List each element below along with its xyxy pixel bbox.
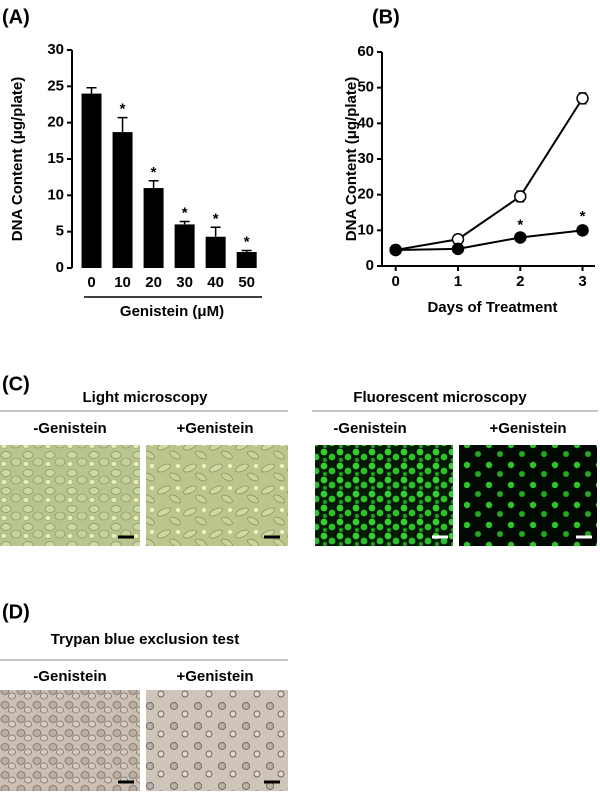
x-tick-label: 2	[516, 273, 524, 290]
data-point	[451, 242, 465, 256]
data-point	[514, 190, 527, 203]
micrograph	[0, 690, 140, 791]
x-tick-label: 50	[238, 274, 255, 291]
error-bar	[210, 226, 221, 237]
data-point	[389, 243, 402, 257]
x-tick-label: 0	[87, 274, 95, 291]
significance-marker: *	[151, 164, 157, 181]
y-tick-label: 40	[357, 114, 374, 131]
significance-marker: *	[182, 204, 188, 221]
y-tick-label: 25	[47, 77, 64, 94]
error-bar	[86, 87, 97, 94]
y-tick-label: 30	[357, 150, 374, 167]
bar	[236, 252, 257, 268]
image-label: +Genistein	[176, 420, 253, 437]
y-tick-label: 30	[47, 41, 64, 58]
micrograph	[315, 445, 453, 546]
y-axis-label: DNA Content (μg/plate)	[343, 77, 360, 241]
image-label: +Genistein	[489, 420, 566, 437]
bar	[112, 132, 133, 268]
bar	[81, 93, 102, 268]
y-tick-label: 5	[56, 223, 64, 240]
y-tick-label: 10	[47, 186, 64, 203]
error-bar	[241, 249, 252, 253]
micrograph	[146, 690, 288, 791]
significance-marker: *	[580, 208, 586, 225]
x-tick-label: 20	[145, 274, 162, 291]
panel-label: (C)	[2, 373, 30, 395]
data-point	[576, 92, 589, 105]
x-axis-label: Genistein (μM)	[120, 303, 224, 320]
y-axis-label: DNA Content (μg/plate)	[9, 77, 26, 241]
significance-marker: *	[120, 101, 126, 118]
series-line	[395, 229, 583, 251]
series-line	[395, 97, 584, 251]
error-bar	[117, 116, 128, 133]
x-tick-label: 3	[578, 273, 586, 290]
x-axis-label: Days of Treatment	[427, 299, 557, 316]
error-bar	[148, 180, 159, 189]
data-point	[576, 224, 589, 237]
x-tick-label: 1	[454, 273, 462, 290]
y-tick-label: 50	[357, 79, 374, 96]
micrograph	[459, 445, 597, 546]
data-point	[514, 231, 527, 244]
image-label: -Genistein	[333, 420, 406, 437]
y-tick-label: 0	[56, 259, 64, 276]
y-tick-label: 60	[357, 43, 374, 60]
significance-marker: *	[517, 217, 523, 234]
x-tick-label: 30	[176, 274, 193, 291]
image-label: +Genistein	[176, 668, 253, 685]
x-tick-label: 40	[207, 274, 224, 291]
y-tick-label: 20	[357, 186, 374, 203]
y-tick-label: 10	[357, 221, 374, 238]
significance-marker: *	[244, 234, 250, 251]
group-title: Trypan blue exclusion test	[51, 631, 239, 648]
image-label: -Genistein	[33, 420, 106, 437]
micrograph	[146, 445, 288, 546]
x-tick-label: 0	[392, 273, 400, 290]
bar	[205, 236, 226, 268]
group-title: Light microscopy	[82, 389, 208, 406]
panel-label: (A)	[2, 6, 30, 28]
panel-label: (D)	[2, 601, 30, 623]
image-label: -Genistein	[33, 668, 106, 685]
bar	[143, 188, 164, 268]
panel-label: (B)	[372, 6, 400, 28]
group-title: Fluorescent microscopy	[353, 389, 527, 406]
y-tick-label: 0	[366, 257, 374, 274]
error-bar	[179, 220, 190, 225]
micrograph	[0, 445, 140, 546]
y-tick-label: 20	[47, 114, 64, 131]
bar	[174, 224, 195, 268]
y-tick-label: 15	[47, 150, 64, 167]
x-tick-label: 10	[114, 274, 131, 291]
significance-marker: *	[213, 210, 219, 227]
